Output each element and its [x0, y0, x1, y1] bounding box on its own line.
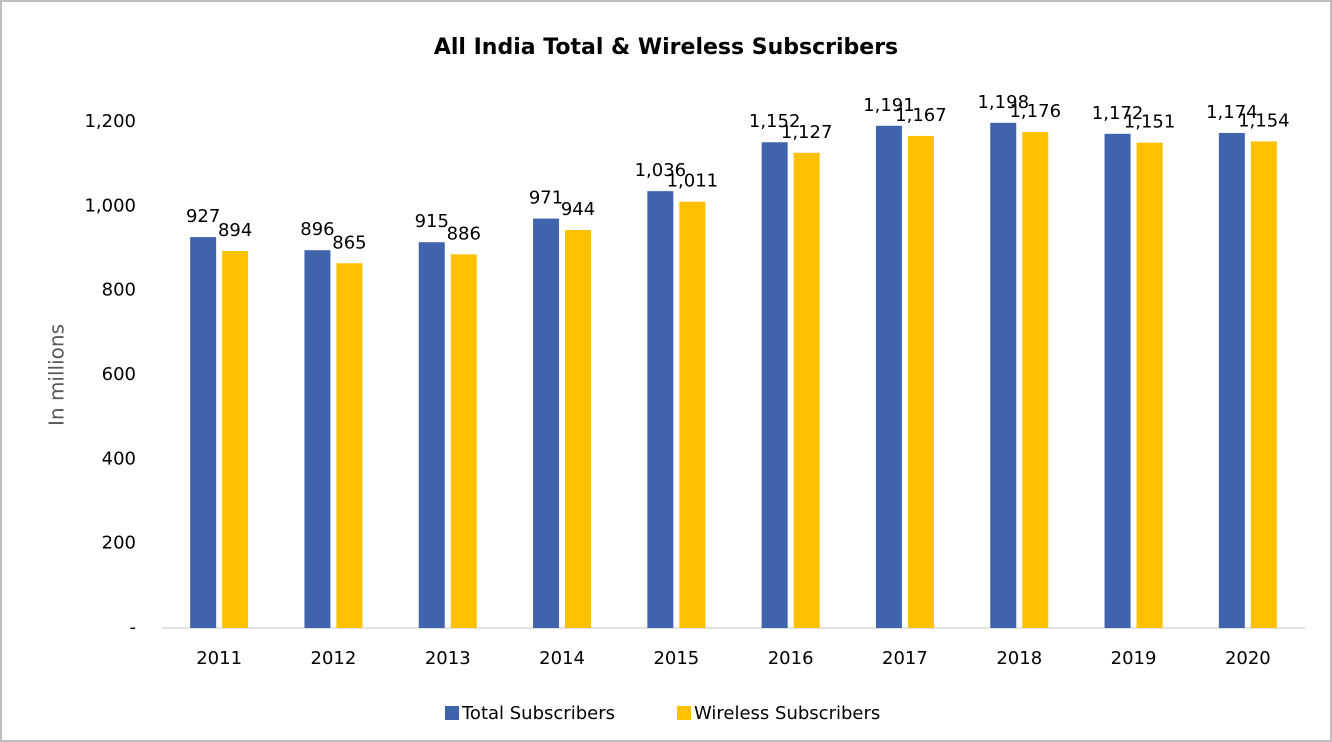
- legend-swatch: [445, 706, 459, 720]
- data-label: 1,127: [781, 122, 833, 143]
- bar: [793, 152, 820, 628]
- bar: [336, 263, 363, 628]
- bar: [679, 201, 706, 628]
- bar: [1022, 132, 1049, 628]
- bar: [1250, 141, 1277, 628]
- y-tick-label: 800: [102, 280, 136, 301]
- data-label: 896: [300, 219, 334, 240]
- y-tick-label: -: [130, 617, 137, 638]
- data-label: 1,036: [635, 160, 687, 181]
- bar: [647, 191, 674, 629]
- data-label: 1,154: [1238, 110, 1290, 131]
- legend-label: Wireless Subscribers: [694, 703, 880, 724]
- data-label: 865: [332, 232, 366, 253]
- bar: [1136, 142, 1163, 628]
- y-tick-label: 600: [102, 364, 136, 385]
- data-label: 971: [529, 188, 563, 209]
- bar: [450, 254, 477, 629]
- data-label: 1,198: [977, 92, 1029, 113]
- data-label: 1,011: [667, 171, 719, 192]
- data-label: 1,167: [895, 105, 947, 126]
- x-tick-label: 2018: [996, 648, 1042, 669]
- y-axis-label: In millions: [45, 324, 69, 426]
- data-label: 915: [415, 211, 449, 232]
- bar: [761, 142, 788, 629]
- data-label: 1,174: [1206, 102, 1258, 123]
- bar: [565, 229, 592, 629]
- bar: [1104, 133, 1131, 628]
- bar: [990, 122, 1017, 629]
- x-tick-label: 2015: [653, 648, 699, 669]
- data-label: 1,172: [1092, 103, 1144, 124]
- data-label: 1,152: [749, 111, 801, 132]
- bar: [190, 237, 217, 629]
- x-tick-label: 2012: [311, 648, 357, 669]
- y-tick-label: 400: [102, 448, 136, 469]
- bar: [1218, 132, 1245, 629]
- data-label: 1,191: [863, 95, 915, 116]
- data-label: 1,151: [1124, 112, 1176, 133]
- x-tick-label: 2014: [539, 648, 585, 669]
- data-label: 894: [218, 220, 252, 241]
- x-tick-label: 2017: [882, 648, 928, 669]
- y-tick-label: 200: [102, 533, 136, 554]
- bar: [533, 218, 560, 629]
- bar: [418, 242, 445, 629]
- data-label: 944: [561, 199, 595, 220]
- x-tick-label: 2013: [425, 648, 471, 669]
- x-tick-label: 2011: [196, 648, 242, 669]
- data-label: 886: [447, 223, 481, 244]
- x-tick-label: 2019: [1111, 648, 1157, 669]
- legend-label: Total Subscribers: [461, 703, 615, 724]
- y-tick-label: 1,000: [84, 195, 136, 216]
- y-tick-label: 1,200: [84, 111, 136, 132]
- bar: [222, 251, 249, 628]
- bar: [875, 125, 902, 629]
- x-tick-label: 2020: [1225, 648, 1271, 669]
- bar: [907, 135, 934, 629]
- legend-swatch: [677, 706, 691, 720]
- data-label: 927: [186, 206, 220, 227]
- chart-title: All India Total & Wireless Subscribers: [434, 35, 898, 60]
- data-label: 1,176: [1009, 101, 1061, 122]
- x-tick-label: 2016: [768, 648, 814, 669]
- bar: [304, 250, 331, 629]
